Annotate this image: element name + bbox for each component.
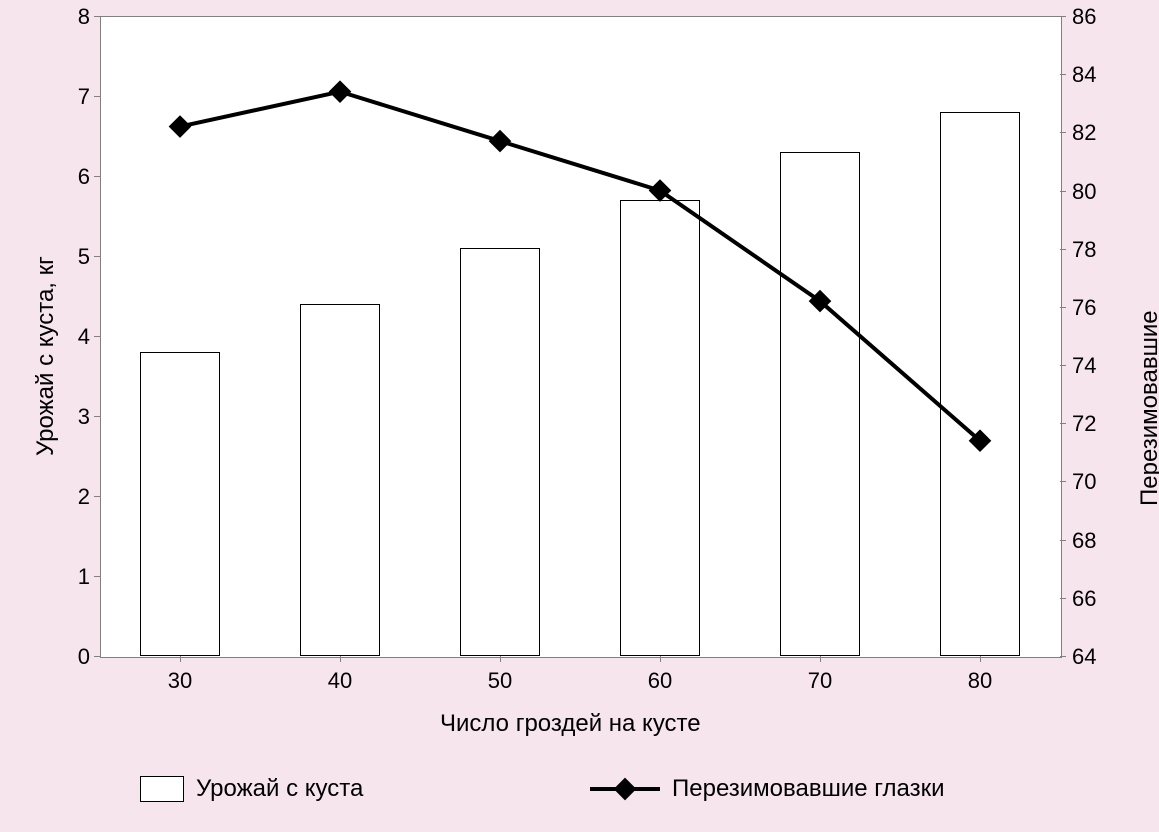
x-axis-label: Число гроздей на кусте bbox=[440, 710, 701, 738]
line-marker bbox=[649, 179, 672, 202]
legend-bar-label: Урожай с куста bbox=[196, 775, 363, 803]
line-marker bbox=[169, 115, 192, 138]
legend-bar-swatch bbox=[140, 776, 184, 802]
legend-line-swatch bbox=[590, 777, 660, 801]
line-series bbox=[180, 92, 980, 441]
line-layer bbox=[0, 0, 1159, 832]
line-marker bbox=[329, 80, 352, 103]
legend-bar: Урожай с куста bbox=[140, 775, 363, 803]
legend-line-label: Перезимовавшие глазки bbox=[672, 775, 945, 803]
y-right-axis-label: Перезимовавшие глазки, % bbox=[1136, 310, 1159, 506]
legend-line: Перезимовавшие глазки bbox=[590, 775, 945, 803]
y-left-axis-label: Урожай с куста, кг bbox=[32, 256, 60, 456]
chart-container: 012345678 646668707274767880828486 30405… bbox=[0, 0, 1159, 832]
line-marker bbox=[489, 130, 512, 153]
